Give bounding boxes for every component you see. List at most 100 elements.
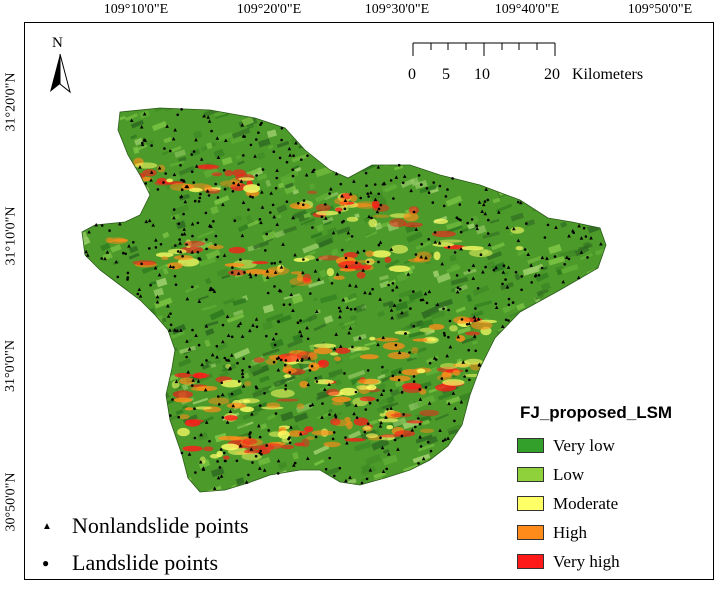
landslide-point (427, 191, 431, 194)
terrain-patch (110, 244, 122, 253)
terrain-patch (571, 370, 585, 381)
nonlandslide-point (257, 466, 262, 470)
terrain-patch (98, 187, 108, 197)
nonlandslide-point (129, 118, 134, 123)
nonlandslide-point (516, 238, 521, 243)
nonlandslide-point (518, 200, 523, 205)
nonlandslide-point (84, 249, 88, 254)
terrain-patch (618, 184, 631, 194)
terrain-patch (396, 272, 408, 282)
susceptibility-patch (338, 260, 362, 270)
terrain-patch (511, 397, 519, 406)
landslide-point (409, 307, 412, 310)
terrain-patch (486, 154, 493, 162)
nonlandslide-point (182, 231, 187, 236)
nonlandslide-point (291, 308, 295, 312)
landslide-point (239, 258, 242, 262)
landslide-point (306, 154, 309, 157)
terrain-patch (170, 330, 186, 340)
terrain-patch (389, 477, 399, 483)
terrain-patch (493, 395, 509, 405)
landslide-point (205, 359, 208, 362)
terrain-patch (178, 156, 187, 163)
landslide-point (504, 278, 507, 281)
terrain-patch (155, 277, 168, 288)
landslide-point (241, 369, 244, 372)
terrain-patch (496, 420, 508, 430)
terrain-patch (204, 320, 219, 328)
landslide-point (331, 437, 335, 441)
nonlandslide-point (500, 324, 505, 329)
terrain-patch (148, 484, 165, 492)
landslide-point (412, 290, 415, 293)
susceptibility-patch (318, 255, 341, 261)
landslide-point (191, 234, 194, 238)
susceptibility-patch (330, 418, 341, 426)
legend-swatch (517, 554, 544, 569)
terrain-patch (368, 383, 387, 395)
landslide-point (553, 255, 557, 258)
landslide-point (225, 358, 228, 362)
susceptibility-patch (390, 413, 412, 418)
nonlandslide-point (204, 324, 209, 328)
terrain-patch (324, 375, 337, 381)
terrain-patch (215, 342, 229, 352)
landslide-point (386, 408, 389, 411)
landslide-point (442, 307, 445, 311)
susceptibility-patch (230, 182, 247, 191)
nonlandslide-point (227, 358, 231, 362)
terrain-patch (397, 311, 409, 319)
terrain-patch (262, 321, 274, 331)
landslide-point (258, 404, 262, 407)
terrain-patch (409, 149, 416, 157)
landslide-point (214, 234, 218, 238)
terrain-patch (83, 270, 92, 276)
terrain-patch (257, 456, 271, 466)
nonlandslide-point (313, 269, 318, 273)
landslide-point (379, 436, 382, 440)
terrain-patch (71, 344, 80, 352)
nonlandslide-point (103, 256, 107, 261)
terrain-patch (617, 179, 633, 190)
nonlandslide-point (448, 344, 453, 349)
susceptibility-patch (428, 323, 445, 330)
terrain-patch (125, 113, 138, 121)
nonlandslide-point (224, 138, 228, 142)
landslide-point (136, 292, 140, 296)
terrain-patch (325, 117, 335, 123)
terrain-patch (532, 189, 542, 197)
nonlandslide-point (155, 299, 160, 304)
terrain-patch (511, 184, 521, 191)
terrain-patch (614, 280, 625, 287)
susceptibility-patch (306, 436, 315, 440)
landslide-point (247, 208, 250, 211)
terrain-patch (360, 108, 370, 112)
landslide-point (185, 243, 188, 246)
terrain-patch (384, 259, 400, 269)
nonlandslide-point (221, 202, 225, 207)
terrain-patch (110, 330, 117, 335)
susceptibility-patch (415, 251, 432, 261)
susceptibility-patch (377, 418, 399, 423)
terrain-patch (201, 304, 217, 311)
terrain-patch (456, 358, 463, 365)
terrain-patch (70, 465, 79, 471)
terrain-patch (237, 422, 247, 430)
legend-title: FJ_proposed_LSM (520, 403, 673, 422)
landslide-point (220, 381, 223, 385)
landslide-point (177, 415, 180, 419)
nonlandslide-point (451, 391, 456, 395)
nonlandslide-point (376, 165, 381, 169)
terrain-patch (294, 474, 303, 482)
landslide-point (280, 126, 284, 130)
nonlandslide-point (561, 279, 566, 284)
landslide-point (377, 243, 381, 247)
landslide-point (258, 435, 262, 439)
nonlandslide-point (288, 153, 292, 157)
terrain-patch (410, 352, 419, 360)
landslide-point (530, 281, 533, 284)
terrain-patch (350, 346, 362, 354)
terrain-patch (441, 164, 450, 172)
nonlandslide-point (390, 315, 394, 320)
terrain-patch (560, 221, 568, 228)
